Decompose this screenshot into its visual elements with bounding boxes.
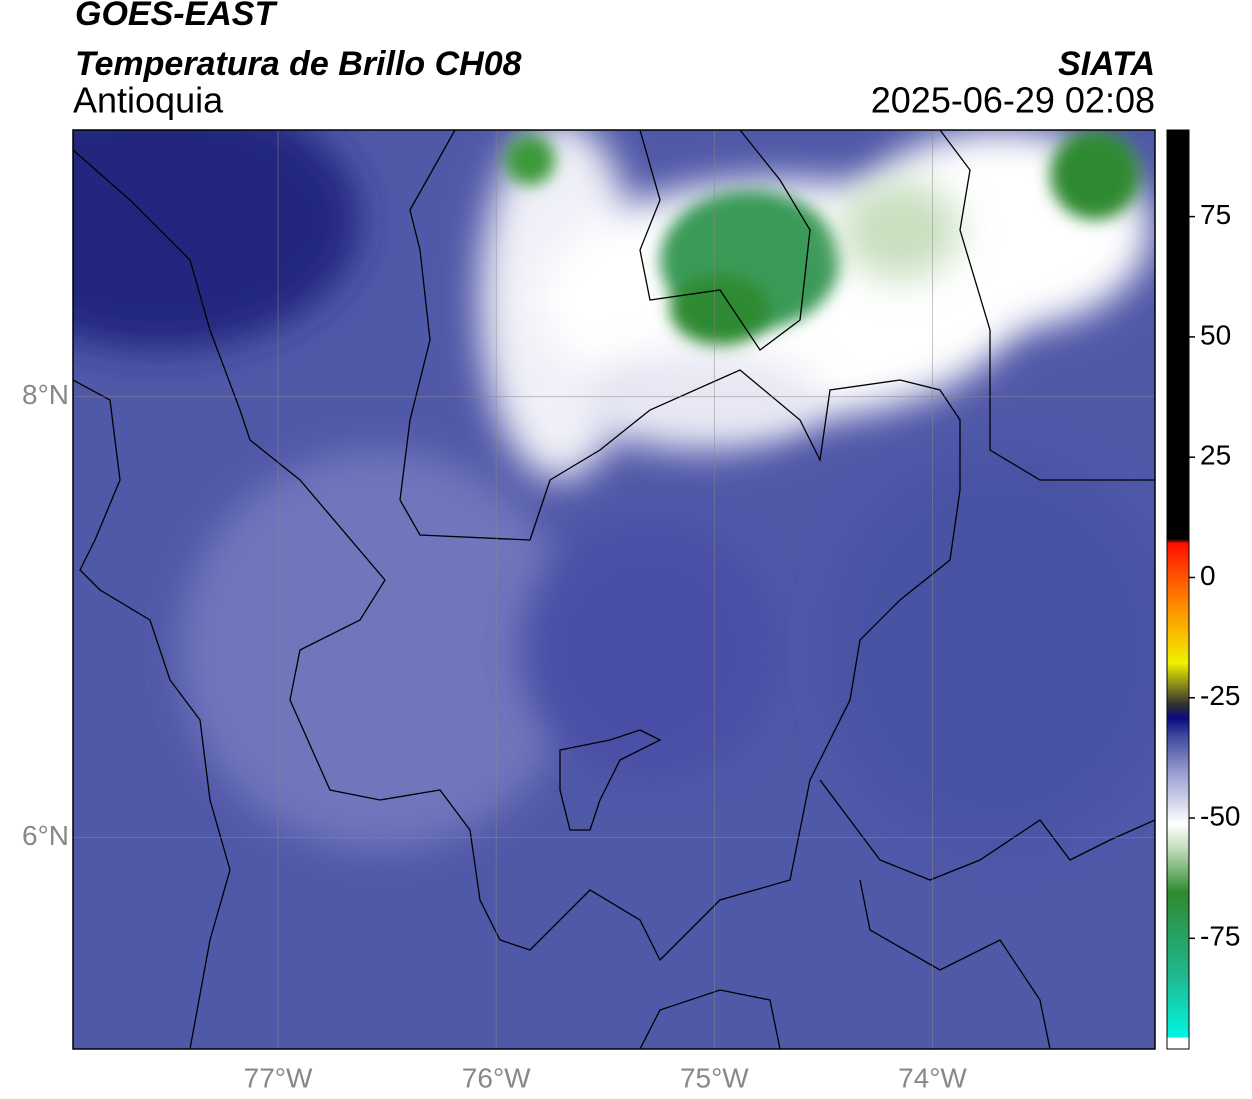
lon-tick-label: 77°W (244, 1062, 313, 1093)
lon-tick-label: 74°W (898, 1062, 967, 1093)
lon-tick-label: 76°W (462, 1062, 531, 1093)
lat-tick-label: 6°N (22, 820, 69, 851)
lon-tick-label: 75°W (680, 1062, 749, 1093)
region: Antioquia (73, 80, 224, 121)
lat-tick-label: 8°N (22, 379, 69, 410)
subtitle: Temperatura de Brillo CH08 (75, 45, 522, 83)
map-frame (72, 129, 1156, 1050)
colorbar-tick-label: -75 (1200, 921, 1240, 952)
datetime: 2025-06-29 02:08 (871, 80, 1155, 121)
colorbar-tick-label: -25 (1200, 680, 1240, 711)
colorbar (1166, 129, 1190, 1050)
colorbar-tick-label: 50 (1200, 319, 1231, 350)
title: GOES-EAST (75, 0, 278, 33)
colorbar-tick-label: -50 (1200, 800, 1240, 831)
colorbar-tick-label: 75 (1200, 199, 1231, 230)
colorbar-tick-label: 0 (1200, 560, 1216, 591)
map-image (73, 130, 1155, 1049)
source: SIATA (1058, 45, 1155, 83)
graticule (73, 130, 1155, 1049)
colorbar-tick-label: 25 (1200, 440, 1231, 471)
